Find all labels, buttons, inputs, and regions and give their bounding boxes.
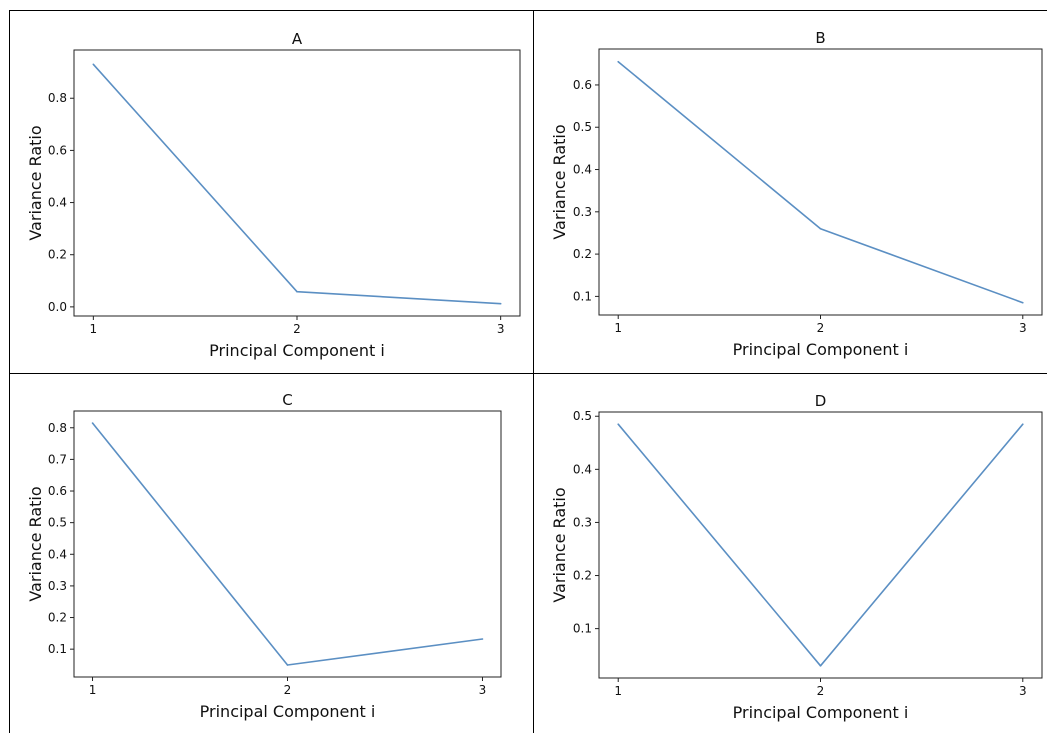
y-tick-label: 0.4: [48, 547, 67, 561]
x-tick-label: 2: [284, 683, 292, 697]
y-tick-label: 0.5: [573, 409, 592, 423]
x-tick-label: 3: [479, 683, 487, 697]
series-line: [617, 61, 1024, 304]
x-tick-label: 2: [817, 684, 825, 698]
y-tick-label: 0.4: [48, 196, 67, 210]
y-tick-label: 0.2: [48, 611, 67, 625]
y-tick-label: 0.6: [48, 484, 67, 498]
data-point: [819, 665, 822, 667]
x-tick-label: 2: [817, 321, 825, 335]
x-tick-label: 2: [293, 322, 301, 336]
data-point: [1022, 423, 1024, 425]
x-tick-label: 1: [614, 684, 622, 698]
chart-panel-a: A 1 2 3 0.0 0.2 0.4 0.6 0.8 Principal Component i…: [10, 11, 533, 373]
plot-frame: [598, 48, 1043, 316]
data-point: [286, 664, 289, 666]
plot-frame: [73, 410, 502, 678]
x-tick-label: 1: [614, 321, 622, 335]
x-axis-label: Principal Component i: [733, 340, 909, 359]
series-line: [92, 63, 501, 305]
plot-frame: [598, 411, 1043, 679]
y-tick-label: 0.3: [48, 579, 67, 593]
x-tick-label: 1: [90, 322, 98, 336]
data-point: [617, 423, 619, 425]
x-axis-label: Principal Component i: [200, 702, 376, 721]
x-tick-label: 3: [1019, 684, 1027, 698]
y-tick-label: 0.2: [573, 247, 592, 261]
chart-title: B: [815, 29, 825, 47]
y-tick-label: 0.3: [573, 515, 592, 529]
series-line: [91, 422, 483, 666]
y-tick-label: 0.1: [48, 642, 67, 656]
chart-svg: A 1 2 3 0.0 0.2 0.4 0.6 0.8 Principal Component i…: [26, 30, 521, 360]
plot-frame: [73, 49, 521, 317]
series-line: [617, 423, 1024, 667]
y-axis-label: Variance Ratio: [550, 487, 569, 602]
chart-title: A: [292, 30, 303, 48]
data-point: [91, 422, 94, 424]
chart-panel-b: B 1 2 3 0.1 0.2 0.3 0.4 0.5 0.6 Principal Componen…: [534, 11, 1047, 373]
grid-border-left: [9, 10, 10, 733]
x-axis-label: Principal Component i: [209, 341, 385, 360]
data-point: [499, 302, 502, 305]
y-axis-label: Variance Ratio: [26, 486, 45, 601]
y-tick-label: 0.6: [48, 143, 67, 157]
y-tick-label: 0.4: [573, 462, 592, 476]
y-tick-label: 0.0: [48, 300, 67, 314]
chart-panel-d: D 1 2 3 0.1 0.2 0.3 0.4 0.5 Principal Component i…: [534, 374, 1047, 733]
grid-border-middle-horizontal: [9, 373, 1047, 374]
grid-border-middle-vertical: [533, 10, 534, 733]
x-tick-label: 3: [497, 322, 505, 336]
chart-svg: B 1 2 3 0.1 0.2 0.3 0.4 0.5 0.6 Principal Componen…: [550, 29, 1043, 359]
data-point: [296, 290, 298, 293]
grid-border-top: [9, 10, 1047, 11]
y-tick-label: 0.2: [573, 569, 592, 583]
data-point: [617, 60, 619, 63]
data-point: [481, 638, 484, 640]
y-tick-label: 0.1: [573, 289, 592, 303]
y-tick-label: 0.7: [48, 452, 67, 466]
y-tick-label: 0.8: [48, 91, 67, 105]
y-axis-label: Variance Ratio: [26, 125, 45, 240]
chart-panel-c: C 1 2 3 0.1 0.2 0.3 0.4 0.5 0.6 0.7 0.8 Principal Co…: [10, 374, 533, 733]
data-point: [92, 63, 95, 66]
chart-svg: D 1 2 3 0.1 0.2 0.3 0.4 0.5 Principal Component i…: [550, 392, 1043, 722]
chart-title: C: [282, 391, 292, 409]
data-point: [819, 227, 822, 230]
chart-title: D: [815, 392, 827, 410]
x-tick-label: 3: [1019, 321, 1027, 335]
y-tick-label: 0.3: [573, 205, 592, 219]
y-tick-label: 0.6: [573, 78, 592, 92]
y-tick-label: 0.5: [48, 516, 67, 530]
y-tick-label: 0.5: [573, 120, 592, 134]
x-axis-label: Principal Component i: [733, 703, 909, 722]
data-point: [1022, 301, 1024, 304]
y-tick-label: 0.2: [48, 248, 67, 262]
y-tick-label: 0.1: [573, 622, 592, 636]
y-tick-label: 0.8: [48, 421, 67, 435]
x-tick-label: 1: [89, 683, 97, 697]
chart-svg: C 1 2 3 0.1 0.2 0.3 0.4 0.5 0.6 0.7 0.8 Principal Co…: [26, 391, 502, 721]
y-axis-label: Variance Ratio: [550, 124, 569, 239]
y-tick-label: 0.4: [573, 163, 592, 177]
